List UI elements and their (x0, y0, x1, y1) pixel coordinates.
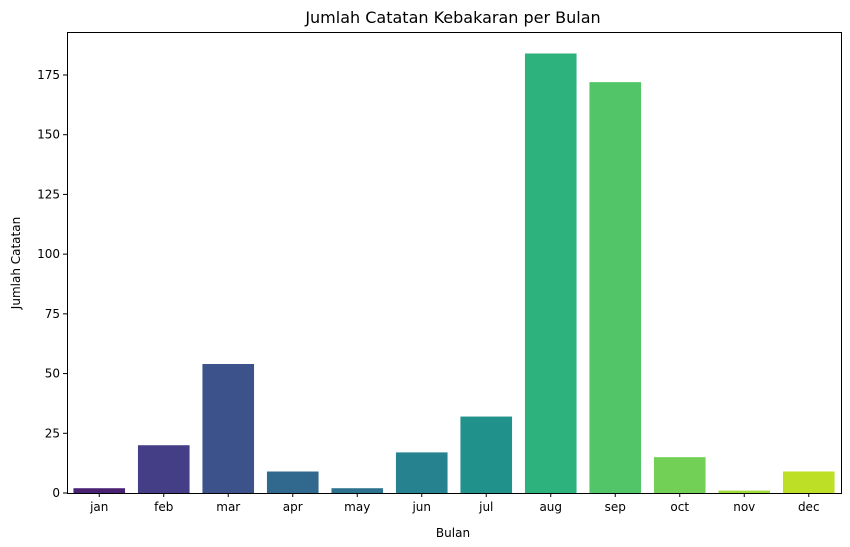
bar-jan (73, 488, 126, 493)
chart-title: Jumlah Catatan Kebakaran per Bulan (304, 8, 600, 27)
y-tick-label: 125 (37, 187, 60, 201)
bar-aug (524, 53, 577, 494)
x-tick-label: may (344, 500, 370, 514)
y-tick-label: 25 (45, 426, 60, 440)
bar-apr (266, 471, 319, 493)
x-axis-label: Bulan (436, 526, 470, 540)
bar-jul (460, 416, 513, 493)
bar-mar (202, 364, 255, 493)
x-tick-label: mar (216, 500, 240, 514)
bar-sep (589, 82, 642, 494)
x-tick-label: jan (89, 500, 108, 514)
y-tick-label: 50 (45, 367, 60, 381)
bar-jun (395, 452, 448, 493)
x-tick-label: oct (670, 500, 689, 514)
bar-feb (137, 445, 190, 493)
x-tick-label: apr (283, 500, 303, 514)
y-tick-label: 150 (37, 128, 60, 142)
x-tick-label: aug (539, 500, 562, 514)
x-tick-label: jun (411, 500, 431, 514)
x-tick-label: nov (733, 500, 755, 514)
y-tick-label: 175 (37, 68, 60, 82)
x-tick-label: sep (605, 500, 626, 514)
y-tick-label: 75 (45, 307, 60, 321)
x-tick-label: dec (798, 500, 820, 514)
plot-area: jan feb mar apr may jun jul aug sep oct nov dec 0 25 5… (37, 53, 835, 514)
x-tick-label: jul (478, 500, 493, 514)
bar-oct (653, 457, 706, 493)
y-tick-label: 100 (37, 247, 60, 261)
x-tick-label: feb (154, 500, 173, 514)
y-tick-label: 0 (52, 486, 60, 500)
bar-may (331, 488, 384, 493)
plot-frame (67, 32, 842, 494)
bar-dec (782, 471, 835, 493)
bar-nov (718, 490, 771, 493)
y-axis-label: Jumlah Catatan (9, 217, 23, 310)
